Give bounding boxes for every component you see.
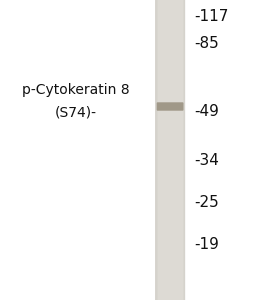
Bar bbox=[155, 0, 185, 300]
Text: p-Cytokeratin 8: p-Cytokeratin 8 bbox=[22, 83, 129, 97]
Bar bbox=[183, 0, 184, 300]
Text: -117: -117 bbox=[194, 9, 229, 24]
Bar bbox=[157, 0, 158, 300]
Text: -49: -49 bbox=[194, 103, 219, 118]
Text: (S74)-: (S74)- bbox=[55, 106, 97, 119]
Text: -34: -34 bbox=[194, 153, 219, 168]
Bar bbox=[185, 0, 186, 300]
Bar bbox=[184, 0, 185, 300]
Text: -19: -19 bbox=[194, 237, 219, 252]
Bar bbox=[156, 0, 157, 300]
Text: -85: -85 bbox=[194, 36, 219, 51]
Bar bbox=[155, 0, 156, 300]
Text: -25: -25 bbox=[194, 195, 219, 210]
Bar bbox=[183, 0, 184, 300]
Bar bbox=[157, 0, 158, 300]
FancyBboxPatch shape bbox=[157, 102, 184, 111]
Bar bbox=[184, 0, 185, 300]
Bar bbox=[156, 0, 157, 300]
